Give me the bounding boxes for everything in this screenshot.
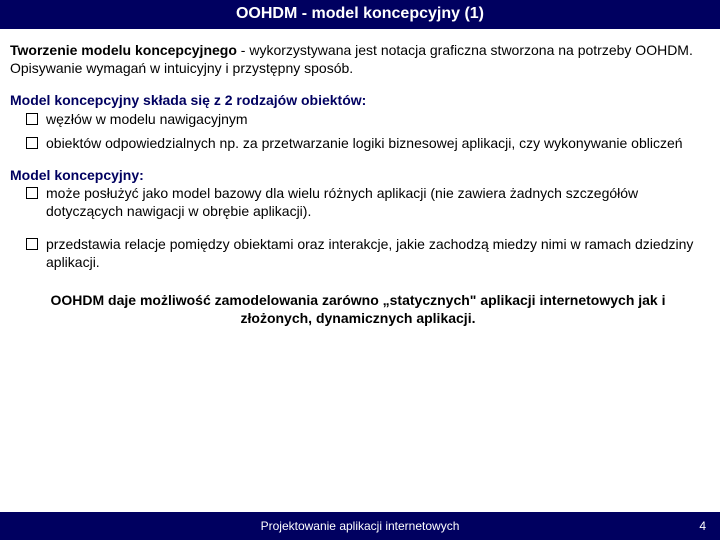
footer-text: Projektowanie aplikacji internetowych: [261, 519, 460, 533]
slide-footer: Projektowanie aplikacji internetowych 4: [0, 512, 720, 540]
list-item-text: węzłów w modelu nawigacyjnym: [46, 111, 248, 127]
list-item: obiektów odpowiedzialnych np. za przetwa…: [24, 134, 706, 152]
intro-bold: Tworzenie modelu koncepcyjnego: [10, 42, 237, 58]
intro-paragraph: Tworzenie modelu koncepcyjnego - wykorzy…: [10, 41, 706, 77]
section2-list: może posłużyć jako model bazowy dla wiel…: [10, 184, 706, 271]
slide-title: OOHDM - model koncepcyjny (1): [236, 5, 484, 22]
conclusion-text: OOHDM daje możliwość zamodelowania zarów…: [10, 285, 706, 333]
section1-heading: Model koncepcyjny składa się z 2 rodzajó…: [10, 91, 706, 109]
list-item: węzłów w modelu nawigacyjnym: [24, 110, 706, 128]
list-item-text: obiektów odpowiedzialnych np. za przetwa…: [46, 135, 683, 151]
section2-heading: Model koncepcyjny:: [10, 166, 706, 184]
section1-list: węzłów w modelu nawigacyjnym obiektów od…: [10, 110, 706, 152]
list-item: przedstawia relacje pomiędzy obiektami o…: [24, 235, 706, 271]
slide-content: Tworzenie modelu koncepcyjnego - wykorzy…: [0, 29, 720, 333]
list-item-text: może posłużyć jako model bazowy dla wiel…: [46, 185, 638, 219]
slide-header: OOHDM - model koncepcyjny (1): [0, 0, 720, 29]
list-item: może posłużyć jako model bazowy dla wiel…: [24, 184, 706, 220]
page-number: 4: [699, 519, 706, 533]
list-item-text: przedstawia relacje pomiędzy obiektami o…: [46, 236, 693, 270]
